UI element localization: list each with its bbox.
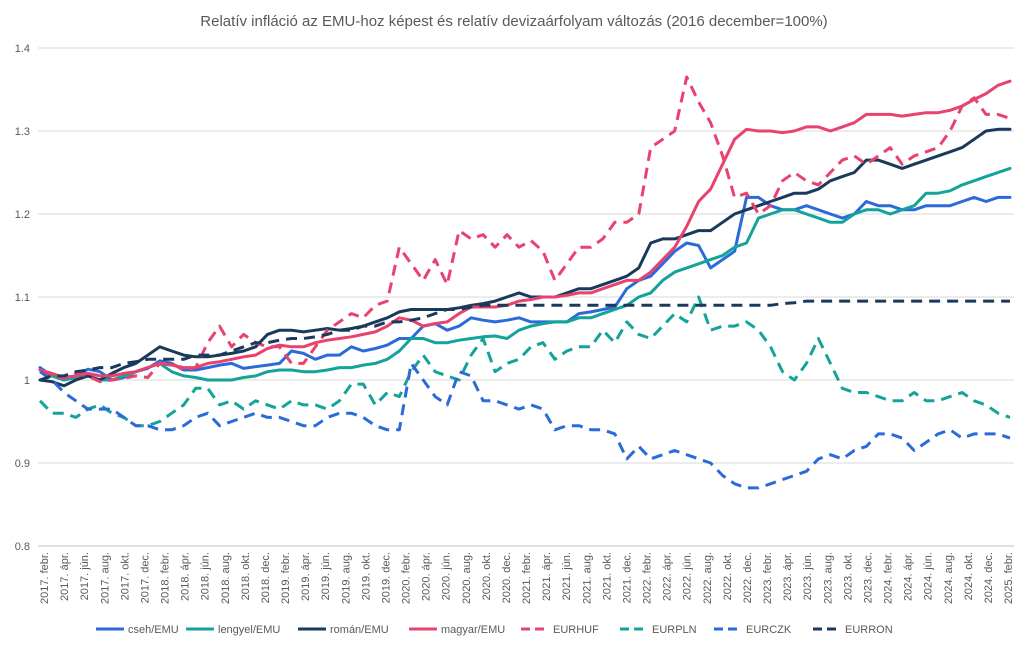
x-tick-label: 2019. ápr.: [300, 552, 312, 601]
x-tick-label: 2017. dec.: [139, 552, 151, 603]
x-tick-label: 2017. aug.: [99, 552, 111, 604]
x-tick-label: 2023. dec.: [862, 552, 874, 603]
legend-label: magyar/EMU: [441, 624, 505, 636]
x-tick-label: 2020. aug.: [461, 552, 473, 604]
x-tick-label: 2022. jún.: [682, 552, 694, 600]
x-tick-label: 2022. ápr.: [662, 552, 674, 601]
x-tick-label: 2017. okt.: [119, 552, 131, 600]
y-tick-label: 1: [24, 375, 30, 387]
legend: cseh/EMU lengyel/EMU román/EMU magyar/EMU EU…: [96, 624, 893, 636]
y-tick-label: 1.1: [15, 292, 30, 304]
x-tick-label: 2020. febr.: [401, 552, 413, 604]
series-line-cseh-emu: [38, 195, 1012, 382]
x-tick-label: 2019. febr.: [280, 552, 292, 604]
y-tick-label: 1.3: [15, 126, 30, 138]
x-tick-label: 2022. febr.: [642, 552, 654, 604]
x-tick-label: 2024. ápr.: [903, 552, 915, 601]
y-tick-label: 0.8: [15, 541, 30, 553]
series-line-magyar-emu: [38, 79, 1012, 379]
legend-label: EURRON: [845, 624, 893, 636]
x-tick-label: 2020. dec.: [501, 552, 513, 603]
series-lines: [38, 75, 1012, 490]
x-axis: 2017. febr. 2017. ápr. 2017. jún. 2017. aug…: [39, 552, 1015, 604]
x-tick-label: 2017. jún.: [79, 552, 91, 600]
x-tick-label: 2021. okt.: [601, 552, 613, 600]
x-tick-label: 2024. okt.: [963, 552, 975, 600]
x-tick-label: 2018. ápr.: [180, 552, 192, 601]
x-tick-label: 2018. jún.: [200, 552, 212, 600]
x-tick-label: 2021. jún.: [561, 552, 573, 600]
series-line-eurpln: [38, 295, 1011, 428]
legend-label: EURPLN: [652, 624, 697, 636]
legend-label: román/EMU: [330, 624, 389, 636]
x-tick-label: 2021. dec.: [621, 552, 633, 603]
y-tick-label: 1.4: [15, 43, 30, 55]
x-tick-label: 2020. jún.: [441, 552, 453, 600]
x-tick-label: 2021. aug.: [581, 552, 593, 604]
y-axis: 0.8 0.9 1 1.1 1.2 1.3 1.4: [15, 43, 30, 553]
x-tick-label: 2020. okt.: [481, 552, 493, 600]
legend-label: lengyel/EMU: [218, 624, 280, 636]
x-tick-label: 2023. jún.: [802, 552, 814, 600]
x-tick-label: 2018. aug.: [220, 552, 232, 604]
x-tick-label: 2017. ápr.: [59, 552, 71, 601]
series-line-eurron: [39, 299, 1010, 382]
x-tick-label: 2021. ápr.: [541, 552, 553, 601]
x-tick-label: 2023. febr.: [762, 552, 774, 604]
series-line-rom-n-emu: [38, 127, 1012, 388]
y-tick-label: 0.9: [15, 458, 30, 470]
x-tick-label: 2023. ápr.: [782, 552, 794, 601]
x-tick-label: 2019. dec.: [380, 552, 392, 603]
x-tick-label: 2017. febr.: [39, 552, 51, 604]
x-tick-label: 2024. aug.: [943, 552, 955, 604]
x-tick-label: 2018. okt.: [240, 552, 252, 600]
x-tick-label: 2018. dec.: [260, 552, 272, 603]
series-line-eurczk: [39, 361, 1011, 490]
x-tick-label: 2020. ápr.: [421, 552, 433, 601]
x-tick-label: 2024. jún.: [923, 552, 935, 600]
series-line-lengyel-emu: [38, 166, 1012, 382]
series-line-eurhuf: [39, 75, 1011, 384]
x-tick-label: 2021. febr.: [521, 552, 533, 604]
chart-title: Relatív infláció az EMU-hoz képest és re…: [200, 13, 827, 30]
x-tick-label: 2019. okt.: [360, 552, 372, 600]
x-tick-label: 2022. dec.: [742, 552, 754, 603]
legend-label: EURCZK: [746, 624, 792, 636]
x-tick-label: 2023. aug.: [822, 552, 834, 604]
x-tick-label: 2024. febr.: [883, 552, 895, 604]
x-tick-label: 2023. okt.: [842, 552, 854, 600]
x-tick-label: 2019. aug.: [340, 552, 352, 604]
x-tick-label: 2019. jún.: [320, 552, 332, 600]
x-tick-label: 2022. aug.: [702, 552, 714, 604]
x-tick-label: 2022. okt.: [722, 552, 734, 600]
x-tick-label: 2024. dec.: [983, 552, 995, 603]
gridlines: [38, 47, 1014, 547]
x-tick-label: 2025. febr.: [1003, 552, 1015, 604]
y-tick-label: 1.2: [15, 209, 30, 221]
legend-label: cseh/EMU: [128, 624, 179, 636]
legend-label: EURHUF: [553, 624, 599, 636]
x-tick-label: 2018. febr.: [160, 552, 172, 604]
